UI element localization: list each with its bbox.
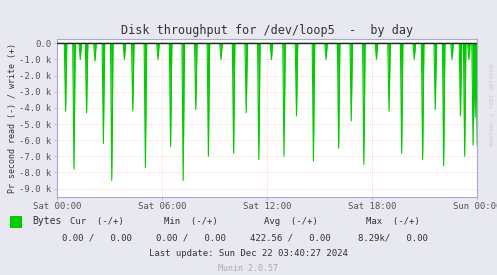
Text: Last update: Sun Dec 22 03:40:27 2024: Last update: Sun Dec 22 03:40:27 2024	[149, 249, 348, 257]
Text: Munin 2.0.57: Munin 2.0.57	[219, 264, 278, 273]
Text: 422.56 /   0.00: 422.56 / 0.00	[250, 233, 331, 242]
Title: Disk throughput for /dev/loop5  -  by day: Disk throughput for /dev/loop5 - by day	[121, 24, 413, 37]
Text: Avg  (-/+): Avg (-/+)	[264, 217, 318, 226]
Text: Min  (-/+): Min (-/+)	[165, 217, 218, 226]
Text: Bytes: Bytes	[32, 216, 62, 226]
Text: 0.00 /   0.00: 0.00 / 0.00	[157, 233, 226, 242]
Text: Cur  (-/+): Cur (-/+)	[70, 217, 124, 226]
Text: RRDTOOL / TOBI OETIKER: RRDTOOL / TOBI OETIKER	[490, 63, 495, 146]
Text: 8.29k/   0.00: 8.29k/ 0.00	[358, 233, 427, 242]
Y-axis label: Pr second read (-) / write (+): Pr second read (-) / write (+)	[7, 43, 16, 192]
Text: Max  (-/+): Max (-/+)	[366, 217, 419, 226]
Text: 0.00 /   0.00: 0.00 / 0.00	[62, 233, 132, 242]
